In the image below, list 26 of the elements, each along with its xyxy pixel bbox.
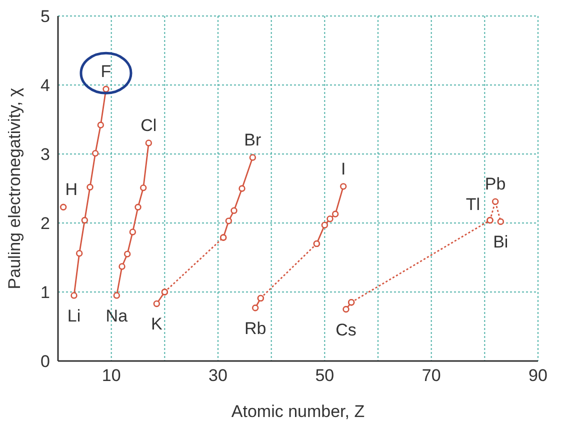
annotation: Bi	[493, 232, 508, 252]
y-axis-title: Pauling electronegativity, χ	[5, 88, 24, 290]
annotation: H	[65, 180, 78, 200]
annotation: I	[340, 159, 346, 178]
x-tick-label: 90	[528, 366, 548, 386]
x-tick-label: 30	[208, 366, 228, 386]
annotation: Cl	[140, 116, 157, 135]
y-tick-label: 2	[40, 214, 50, 234]
annotation: Br	[244, 130, 262, 150]
annotation: Tl	[466, 195, 480, 214]
annotation: F	[100, 62, 112, 82]
y-tick-label: 5	[40, 7, 50, 26]
y-tick-label: 1	[40, 283, 50, 302]
annotation: K	[150, 314, 163, 334]
y-tick-label: 0	[40, 352, 50, 372]
x-tick-label: 70	[422, 366, 441, 386]
y-tick-label: 4	[40, 76, 50, 96]
y-tick-label: 3	[40, 145, 50, 164]
x-tick-label: 10	[102, 366, 121, 386]
annotation: Cs	[336, 320, 356, 340]
annotation: Rb	[244, 318, 266, 338]
annotation: Pb	[484, 174, 506, 194]
annotation: Li	[67, 306, 81, 326]
x-tick-label: 50	[315, 366, 334, 386]
annotation: Na	[106, 306, 128, 326]
x-axis-title: Atomic number, Z	[231, 402, 365, 421]
